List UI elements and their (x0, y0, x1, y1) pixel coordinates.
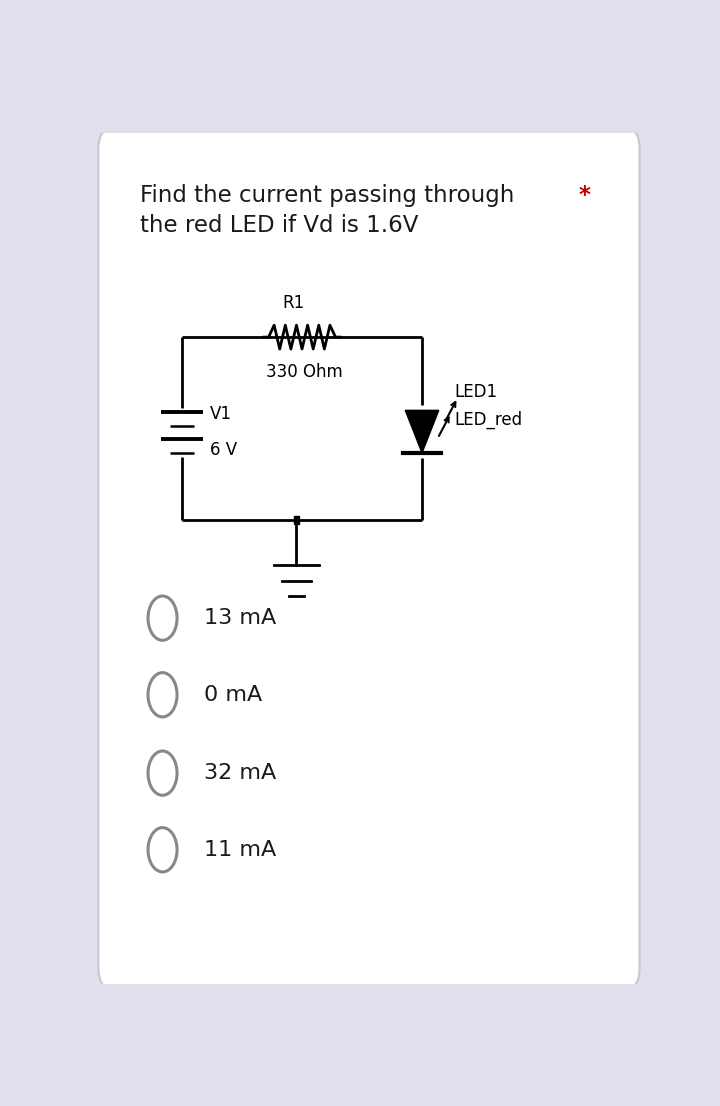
Text: 0 mA: 0 mA (204, 685, 263, 705)
Text: 6 V: 6 V (210, 440, 237, 459)
Text: 330 Ohm: 330 Ohm (266, 363, 343, 380)
Text: LED1: LED1 (454, 383, 498, 401)
Text: LED_red: LED_red (454, 410, 523, 429)
Text: R1: R1 (282, 293, 305, 312)
Text: the red LED if Vd is 1.6V: the red LED if Vd is 1.6V (140, 213, 418, 237)
Text: 11 mA: 11 mA (204, 839, 276, 859)
Text: 13 mA: 13 mA (204, 608, 276, 628)
Bar (294, 515, 300, 524)
Text: 32 mA: 32 mA (204, 763, 276, 783)
Text: Find the current passing through: Find the current passing through (140, 184, 515, 207)
Text: V1: V1 (210, 405, 232, 422)
Text: *: * (578, 184, 590, 207)
Polygon shape (405, 410, 438, 453)
FancyBboxPatch shape (99, 128, 639, 989)
